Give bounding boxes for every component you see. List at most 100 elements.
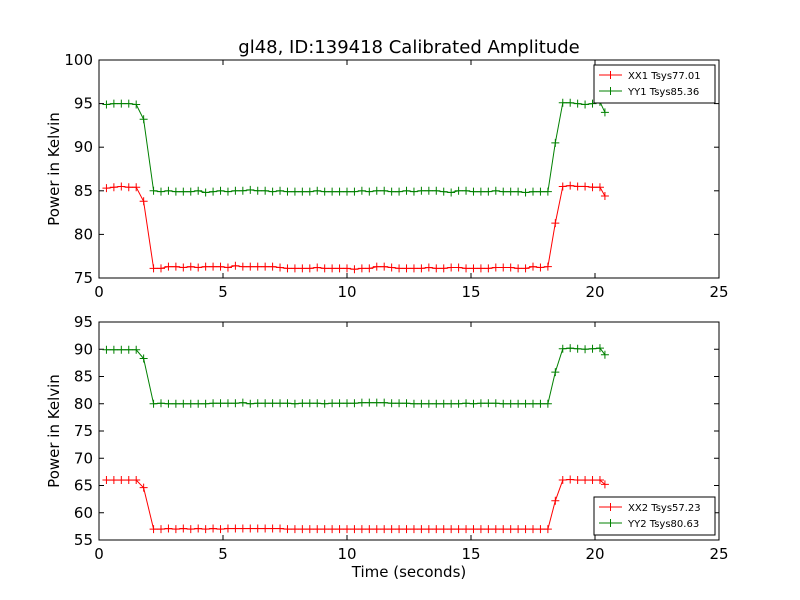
data-point [551, 219, 560, 228]
data-point [424, 525, 433, 534]
data-point [581, 182, 590, 191]
data-point [491, 186, 500, 195]
y-tick-label: 95 [74, 95, 93, 113]
y-tick-label: 75 [74, 422, 93, 440]
data-point [566, 475, 575, 484]
data-point [372, 262, 381, 271]
data-point [320, 187, 329, 196]
data-point [588, 344, 597, 353]
data-point [380, 262, 389, 271]
data-point [521, 399, 530, 408]
data-point [447, 399, 456, 408]
y-tick-label: 75 [74, 269, 93, 287]
data-point [261, 186, 270, 195]
data-point [491, 525, 500, 534]
x-tick-label: 0 [94, 283, 104, 301]
data-point [171, 525, 180, 534]
data-point [484, 399, 493, 408]
data-point [462, 525, 471, 534]
data-point [595, 476, 604, 485]
data-point [194, 399, 203, 408]
data-point [328, 264, 337, 273]
x-axis-label: Time (seconds) [351, 563, 467, 581]
data-point [417, 186, 426, 195]
x-tick-label: 25 [709, 283, 728, 301]
data-point [149, 264, 158, 273]
data-point [261, 524, 270, 533]
legend-label: YY2 Tsys80.63 [627, 519, 699, 530]
data-point [179, 399, 188, 408]
data-point [117, 345, 126, 354]
series-line-yy1 [106, 101, 606, 194]
data-point [343, 187, 351, 196]
y-tick-label: 80 [74, 225, 93, 243]
data-point [102, 345, 111, 354]
data-point [566, 181, 575, 190]
data-point [305, 264, 314, 273]
legend-marker [606, 519, 615, 527]
data-point [380, 186, 389, 195]
data-point [357, 525, 366, 534]
data-point [194, 263, 203, 272]
legend-marker [606, 503, 615, 511]
data-point [469, 264, 478, 273]
data-point [109, 183, 118, 192]
data-point [246, 524, 255, 533]
data-point [521, 264, 530, 273]
data-point [484, 187, 493, 196]
data-point [447, 263, 456, 272]
data-point [529, 399, 537, 408]
data-point [529, 262, 537, 271]
data-point [268, 399, 277, 408]
data-point [402, 264, 411, 273]
data-point [350, 399, 359, 408]
data-point [558, 182, 567, 191]
data-point [402, 399, 411, 408]
data-point [506, 399, 515, 408]
data-point [216, 399, 225, 408]
data-point [283, 399, 292, 408]
data-point [454, 525, 463, 534]
data-point [499, 399, 508, 408]
data-point [201, 188, 210, 197]
data-point [484, 525, 493, 534]
data-point [132, 100, 141, 109]
data-point [124, 99, 133, 108]
data-point [469, 187, 478, 196]
data-point [581, 476, 590, 485]
series-line-yy2 [106, 347, 606, 405]
legend-marker [606, 87, 615, 95]
data-point [380, 398, 389, 407]
x-tick-label: 20 [585, 283, 604, 301]
data-point [209, 399, 218, 408]
data-point [588, 99, 597, 108]
data-point [102, 476, 111, 485]
data-point [476, 399, 485, 408]
data-point [372, 525, 381, 534]
bottom-panel: 0 5 10 15 20 25 55 60 65 70 75 80 85 90 95 Power in Kel… [45, 313, 729, 581]
data-point [164, 399, 173, 408]
data-point [139, 115, 148, 124]
data-point [409, 264, 418, 273]
data-point [424, 186, 433, 195]
data-point [409, 399, 418, 408]
data-point [320, 399, 329, 408]
y-tick-label: 65 [74, 477, 93, 495]
y-tick-label: 100 [64, 51, 93, 69]
data-point [551, 368, 560, 377]
data-point [409, 187, 418, 196]
data-point [417, 525, 426, 534]
data-point [179, 524, 188, 533]
data-point [417, 399, 426, 408]
data-point [395, 187, 404, 196]
x-tick-label: 10 [337, 283, 356, 301]
data-point [298, 525, 307, 534]
data-point [462, 186, 471, 195]
data-point [139, 354, 148, 363]
data-point [395, 525, 404, 534]
data-point [194, 186, 203, 195]
data-point [171, 187, 180, 196]
data-point [132, 345, 141, 354]
data-point [350, 265, 359, 274]
data-point [276, 186, 285, 195]
